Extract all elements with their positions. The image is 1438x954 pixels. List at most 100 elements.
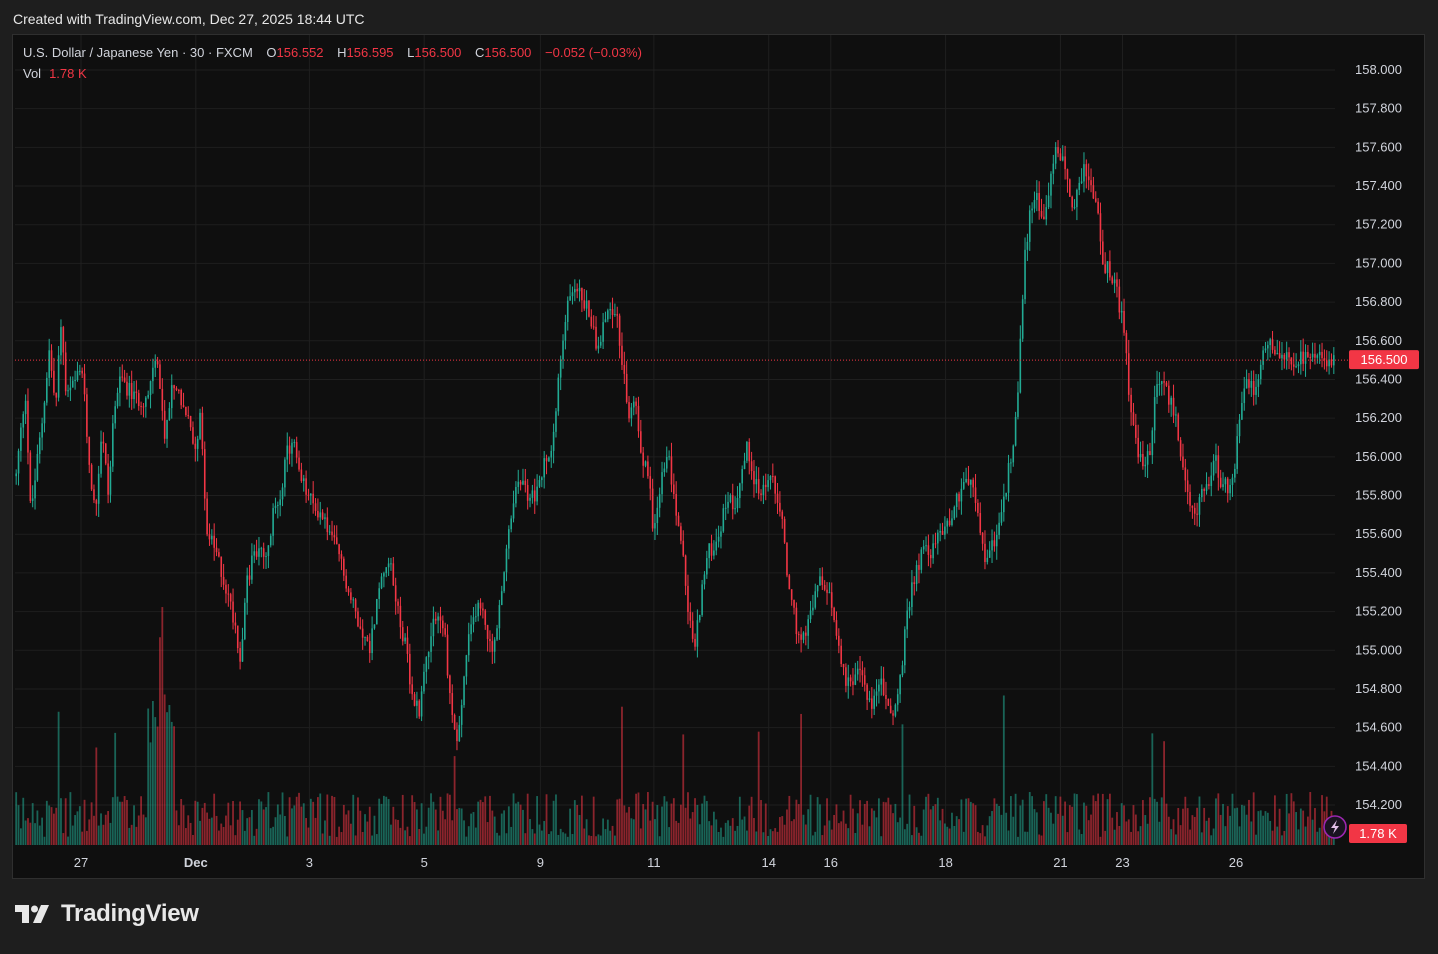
candle-body	[602, 322, 604, 342]
candle-body	[404, 637, 406, 642]
volume-bar	[1153, 798, 1156, 845]
volume-bar	[1111, 817, 1114, 845]
candle-body	[680, 526, 682, 541]
candle-body	[137, 393, 140, 407]
candle-body	[661, 472, 663, 495]
volume-bar	[1132, 805, 1135, 845]
candle-body	[821, 576, 824, 585]
volume-bar	[670, 803, 673, 845]
candle-body	[69, 387, 72, 391]
volume-bar	[722, 836, 725, 845]
candle-body	[196, 438, 199, 449]
candle-body	[724, 507, 727, 509]
candle-body	[24, 400, 27, 415]
volume-bar	[406, 826, 409, 845]
volume-bar	[241, 810, 244, 845]
candle-body	[1245, 379, 1248, 389]
lightning-icon[interactable]	[1323, 815, 1347, 839]
volume-bar	[566, 836, 569, 845]
candle-body	[295, 442, 298, 458]
time-axis[interactable]: 27 Dec 3 5 9 11 14 16 18 21 23 26	[74, 855, 1243, 870]
volume-bar	[1106, 799, 1109, 845]
y-tick-label: 156.200	[1355, 410, 1402, 425]
volume-bar	[19, 828, 22, 845]
candle-body	[981, 532, 984, 544]
volume-bar	[498, 835, 501, 845]
candle-body	[220, 556, 223, 577]
candle-body	[1104, 264, 1106, 273]
volume-bar	[1285, 793, 1288, 845]
candle-body	[215, 547, 218, 553]
volume-bar	[724, 822, 727, 845]
close-value: 156.500	[484, 45, 532, 60]
candle-body	[1003, 496, 1005, 513]
volume-bar	[788, 795, 791, 845]
volume-bar	[465, 836, 468, 845]
candle-body	[1264, 348, 1267, 351]
volume-bar	[639, 828, 642, 845]
volume-bar	[819, 804, 821, 845]
volume-bar	[338, 826, 341, 845]
candle-body	[625, 373, 628, 403]
candle-body	[526, 485, 529, 501]
volume-bar	[804, 824, 807, 845]
volume-bar	[1212, 828, 1215, 845]
volume-bar	[286, 836, 289, 845]
volume-bar	[27, 818, 29, 845]
volume-bar	[293, 805, 296, 845]
volume-bar	[78, 806, 81, 845]
candle-body	[899, 675, 901, 695]
volume-bar	[1224, 826, 1227, 845]
candle-body	[376, 598, 378, 625]
candle-body	[1028, 210, 1031, 242]
candle-body	[345, 575, 347, 589]
chart-pane[interactable]: 158.000 157.800 157.600 157.400 157.200 157.0…	[12, 34, 1425, 879]
volume-bar	[385, 796, 388, 845]
volume-bar	[939, 820, 942, 845]
volume-bar	[522, 809, 524, 845]
volume-bar	[387, 799, 390, 845]
volume-bar	[903, 829, 906, 845]
volume-bar	[1151, 733, 1154, 845]
volume-bar	[910, 835, 913, 845]
tradingview-brand[interactable]: TradingView	[15, 900, 199, 928]
candle-body	[1304, 352, 1307, 364]
volume-bar	[236, 819, 239, 845]
volume-bar	[1139, 826, 1142, 845]
candle-body	[467, 634, 470, 656]
candle-body	[1179, 440, 1182, 457]
candle-body	[477, 602, 479, 617]
candle-body	[925, 545, 927, 547]
candle-body	[1219, 477, 1222, 488]
candle-body	[60, 327, 62, 356]
candle-body	[552, 431, 555, 451]
candle-body	[533, 490, 536, 502]
volume-bar	[807, 809, 810, 845]
candle-body	[390, 563, 392, 565]
candle-body	[830, 592, 833, 608]
volume-bar	[1026, 831, 1029, 845]
candle-body	[569, 296, 571, 301]
price-chart[interactable]: 158.000 157.800 157.600 157.400 157.200 157.0…	[13, 35, 1426, 880]
candle-body	[776, 493, 779, 503]
volume-bar	[1273, 795, 1276, 845]
candle-body	[38, 437, 41, 455]
volume-bar	[312, 801, 315, 845]
volume-bar	[222, 826, 225, 845]
candle-body	[79, 370, 81, 372]
volume-bar	[1292, 801, 1295, 845]
y-tick-label: 156.600	[1355, 333, 1402, 348]
volume-bar	[430, 793, 432, 845]
volume-bar	[1085, 805, 1088, 845]
candle-body	[211, 535, 213, 540]
candle-body	[1281, 354, 1283, 359]
volume-bar	[576, 805, 579, 845]
candle-body	[901, 665, 904, 676]
candle-body	[206, 498, 208, 535]
candle-body	[1007, 462, 1010, 493]
volume-bar	[958, 819, 960, 845]
candle-body	[36, 454, 39, 481]
price-axis[interactable]: 158.000 157.800 157.600 157.400 157.200 157.0…	[1355, 62, 1402, 812]
volume-bar	[1233, 808, 1236, 845]
volume-bar	[1116, 812, 1118, 845]
